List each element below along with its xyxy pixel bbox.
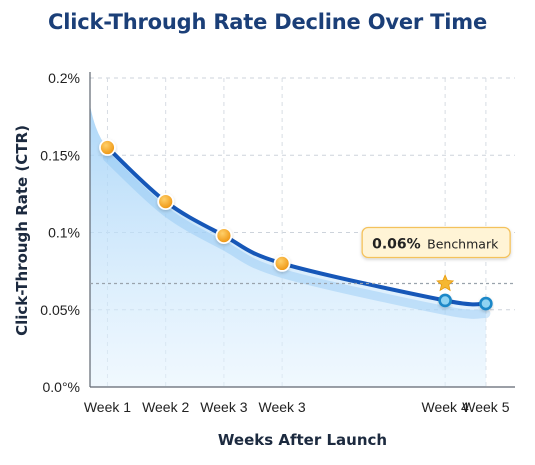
x-tick-label: Week 3 [259,399,306,415]
axis-layer [89,72,515,388]
x-tick-label: Week 1 [84,399,131,415]
x-axis-title: Weeks After Launch [218,431,387,449]
benchmark-label: Benchmark [427,236,499,251]
data-point [438,293,452,308]
data-point [157,193,175,211]
x-tick-label: Week 2 [142,399,189,415]
data-point [99,139,116,156]
data-point [215,227,233,244]
label-layer: 0.0°% 0.05% 0.1% 0.15% 0.2% Week 1 Week 2 Week … [13,70,510,449]
y-tick-label: 0.05% [40,302,80,318]
benchmark-callout [361,226,511,259]
x-tick-label: Week 5 [462,399,509,415]
y-tick-label: 0.2% [48,70,80,86]
area-layer [90,105,491,388]
data-point [479,296,493,311]
chart-title: Click-Through Rate Decline Over Time [47,10,487,34]
benchmark-value: 0.06% [372,236,421,252]
x-tick-label: Week 4 [422,399,469,415]
data-point [273,254,291,272]
area-fill [90,105,486,388]
y-tick-label: 0.15% [40,147,80,163]
x-tick-label: Week 3 [200,399,247,415]
area-band [102,153,491,319]
benchmark-layer: 0.06% Benchmark [90,226,515,292]
y-tick-label: 0.0°% [42,379,80,395]
star-icon [436,273,455,292]
points-layer [99,139,493,311]
y-tick-label: 0.1% [48,225,80,241]
y-axis-title: Click-Through Rate (CTR) [13,125,31,336]
